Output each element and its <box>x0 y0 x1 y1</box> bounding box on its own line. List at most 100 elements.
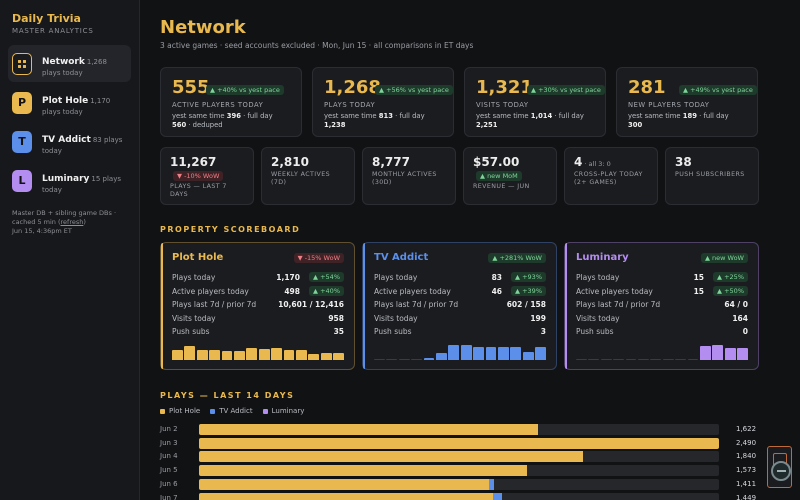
property-stat-label: Plays today <box>172 273 216 282</box>
stat-label: PUSH SUBSCRIBERS <box>675 171 745 178</box>
sidebar-item-network[interactable]: Network 1,268 plays today <box>8 45 131 82</box>
sidebar-item-count: 1,170 <box>90 97 111 106</box>
property-card[interactable]: Plot Hole ▼ -15% WoW Plays today 1,170 ▲ +54… <box>160 242 355 370</box>
property-stat-delta: ▲ +39% <box>511 285 546 296</box>
kpi-comparison-text: yest same time <box>628 112 683 120</box>
kpi-yest-value: 813 <box>378 112 393 120</box>
property-stat-row: Push subs 35 <box>172 327 344 340</box>
sparkline-bar <box>233 350 245 360</box>
kpi-label: NEW PLAYERS TODAY <box>628 101 710 109</box>
stat-card: 4 · all 3: 0 CROSS-PLAY TODAY (2+ GAMES) <box>564 147 658 205</box>
kpi-label: PLAYS TODAY <box>324 101 376 109</box>
property-stat-row: Plays today 83 ▲ +93% <box>374 272 546 286</box>
property-stat-value: 15 <box>693 286 704 296</box>
sparkline-bar <box>687 359 699 360</box>
property-sparkline <box>172 344 344 360</box>
kpi-card: 1,321 ▲ +30% vs yest pace VISITS TODAY yest… <box>464 67 606 137</box>
plays-chart-total: 1,411 <box>736 479 757 488</box>
plays-chart-total: 1,449 <box>736 493 757 500</box>
property-stat-label: Plays today <box>576 273 620 282</box>
kpi-delta-badge: ▲ +30% vs yest pace <box>527 85 605 95</box>
stat-label: MONTHLY ACTIVES (30D) <box>372 171 437 187</box>
sidebar-item-plot-hole[interactable]: P Plot Hole 1,170 plays today <box>8 84 131 121</box>
stat-value-number: 11,267 <box>170 155 217 169</box>
stat-delta-badge: ▲ new MoM <box>476 171 522 181</box>
property-stat-value: 498 <box>284 286 300 296</box>
plays-chart-total: 1,622 <box>736 425 757 433</box>
sidebar-item-count: 15 plays <box>91 175 121 184</box>
kpi-full-day-value: 560 <box>172 121 187 129</box>
property-stat-value: 199 <box>530 313 546 323</box>
cache-note: Master DB + sibling game DBs · cached 5 … <box>8 209 131 235</box>
property-stat-value: 602 / 158 <box>506 300 546 309</box>
property-stat-value: 0 <box>742 327 748 336</box>
brand-subtitle: MASTER ANALYTICS <box>12 27 94 35</box>
kpi-full-day: 1,238 <box>324 121 346 129</box>
stat-card: 8,777 MONTHLY ACTIVES (30D) <box>362 147 456 205</box>
sidebar-item-sub: plays today <box>42 108 83 117</box>
sidebar-item-count: 83 plays <box>92 136 123 145</box>
stat-value-aside: · all 3: 0 <box>582 160 611 168</box>
sidebar-item-luminary[interactable]: L Luminary 15 plays today <box>8 162 131 199</box>
brand-title: Daily Trivia <box>12 12 81 25</box>
letter-p-icon: P <box>12 91 32 114</box>
scoreboard-title: PROPERTY SCOREBOARD <box>160 225 301 234</box>
property-stat-label: Push subs <box>172 327 210 336</box>
kpi-full-day-value: 300 <box>628 121 643 129</box>
legend-label: TV Addict <box>219 407 253 415</box>
sparkline-bar <box>271 348 283 360</box>
sparkline-bar <box>625 359 637 360</box>
sparkline-bar <box>209 350 221 360</box>
plays-chart-bar-plot-hole <box>199 451 584 463</box>
property-stat-delta: ▲ +25% <box>713 272 748 282</box>
property-wow-badge: ▲ +281% WoW <box>488 253 546 263</box>
stat-value-number: 8,777 <box>372 155 410 169</box>
stat-value-number: 38 <box>675 155 692 169</box>
property-stat-value: 46 <box>491 286 502 296</box>
sparkline-bar <box>675 359 687 360</box>
sparkline-bar <box>522 352 534 360</box>
plays-chart-track <box>199 424 719 435</box>
property-name: Plot Hole <box>172 252 224 263</box>
sidebar-item-label: Plot Hole <box>42 96 89 107</box>
stat-delta-badge: ▼ -10% WoW <box>173 171 224 181</box>
sparkline-bar <box>535 347 546 360</box>
sidebar-item-tv-addict[interactable]: T TV Addict 83 plays today <box>8 123 131 160</box>
scroll-to-top-button[interactable] <box>767 446 792 488</box>
property-stat-delta: ▲ +93% <box>511 272 546 282</box>
sparkline-bar <box>435 352 447 360</box>
kpi-card: 1,268 ▲ +56% vs yest pace PLAYS TODAY yest … <box>312 67 454 137</box>
sparkline-bar <box>613 359 625 360</box>
sparkline-bar <box>295 350 307 360</box>
stat-value-number: 2,810 <box>271 155 309 169</box>
plays-chart-track <box>199 492 719 500</box>
property-stat-row: Plays last 7d / prior 7d 602 / 158 <box>374 300 546 313</box>
property-stat-label: Push subs <box>374 327 412 336</box>
cache-timestamp: Jun 15, 4:36pm ET <box>12 226 72 235</box>
sidebar-item-label: TV Addict <box>42 135 91 146</box>
stat-value: 8,777 <box>372 155 410 169</box>
letter-t-icon: T <box>12 130 32 153</box>
stat-value: $57.00 <box>473 155 519 169</box>
plays-chart-row: Jun 4 1,840 <box>160 451 780 463</box>
sidebar-item-sub: plays today <box>42 69 83 78</box>
property-stat-value: 1,170 <box>276 273 300 282</box>
property-card[interactable]: TV Addict ▲ +281% WoW Plays today 83 ▲ +93% A… <box>362 242 557 370</box>
sparkline-bar <box>637 359 649 360</box>
property-card[interactable]: Luminary ▲ new WoW Plays today 15 ▲ +25% Acti… <box>564 242 759 370</box>
sparkline-bar <box>184 346 196 360</box>
sidebar-item-label: Network <box>42 57 85 68</box>
property-stat-row: Plays last 7d / prior 7d 10,601 / 12,416 <box>172 300 344 313</box>
kpi-delta-badge: ▲ +40% vs yest pace <box>206 85 284 95</box>
property-stat-row: Plays today 15 ▲ +25% <box>576 272 748 286</box>
plays-chart-date: Jun 4 <box>160 452 178 461</box>
plays-chart-total: 2,490 <box>736 438 757 447</box>
refresh-link[interactable]: refresh <box>60 217 84 226</box>
stat-label: REVENUE — JUN <box>473 183 530 190</box>
property-stat-row: Active players today 46 ▲ +39% <box>374 285 546 300</box>
kpi-value: 1,321 <box>476 77 533 98</box>
sparkline-bar <box>699 346 711 360</box>
sparkline-bar <box>737 348 748 360</box>
kpi-comparison: yest same time 1,014 · full day <box>476 112 584 120</box>
kpi-delta-badge: ▲ +49% vs yest pace <box>679 85 757 95</box>
